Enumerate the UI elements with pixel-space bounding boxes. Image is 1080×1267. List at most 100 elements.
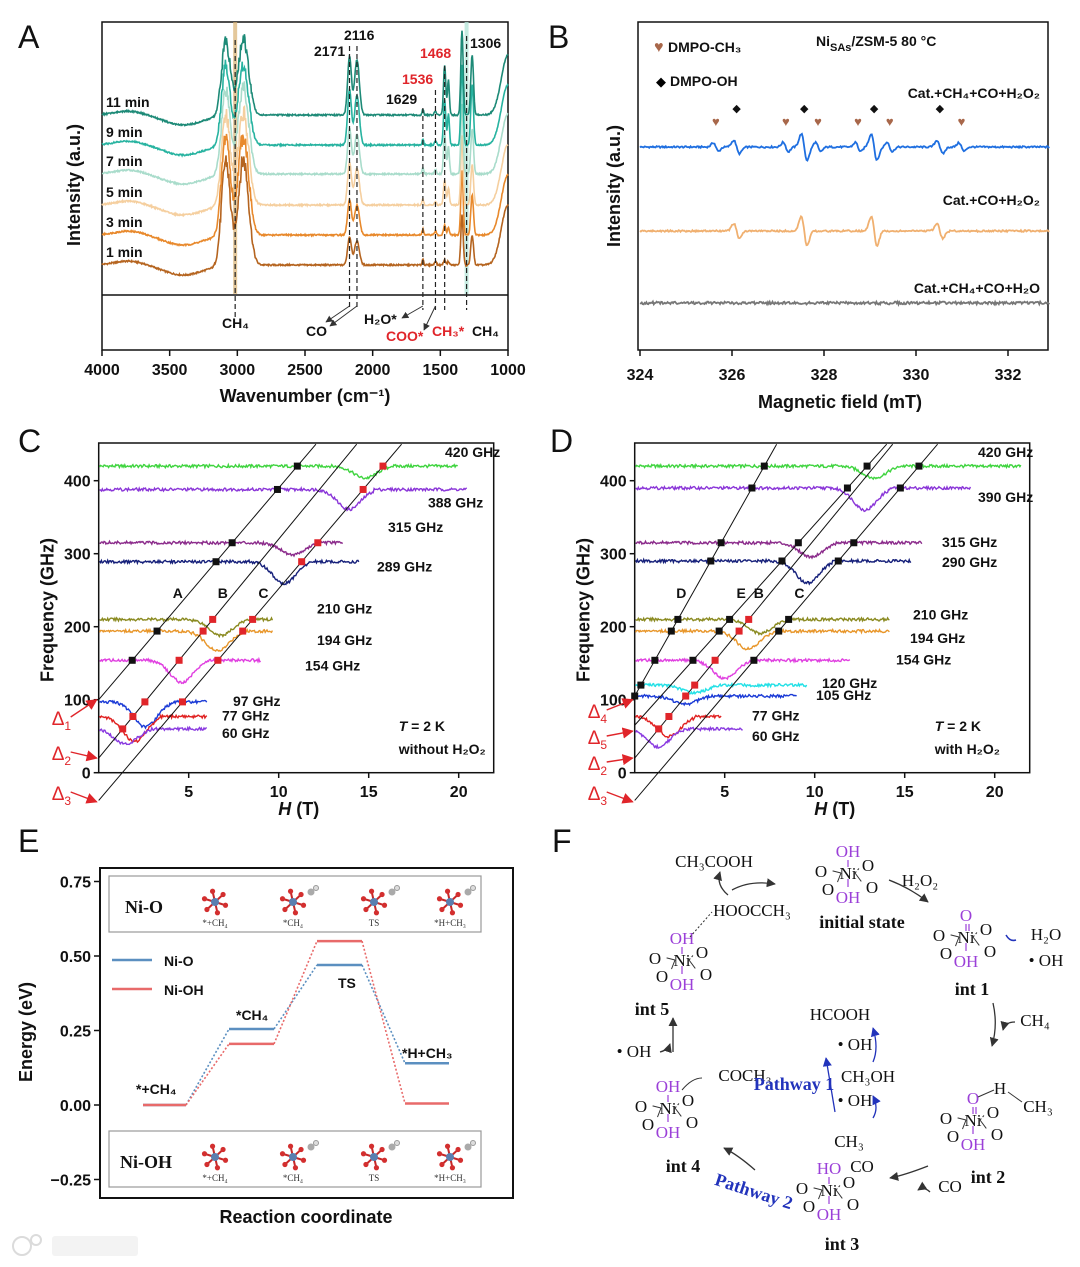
nickel-atom-icon: [370, 898, 378, 906]
oxygen-atom: O: [686, 1113, 698, 1132]
plot-frame: [633, 442, 1031, 774]
resonance-marker: [715, 627, 723, 635]
methane-icon: [388, 1143, 396, 1151]
nickel-atom-icon: [289, 1153, 297, 1161]
series-label: 9 min: [106, 124, 143, 140]
resonance-marker: [682, 692, 690, 700]
spectrum-3-min: [101, 133, 509, 248]
peak-label: 1306: [470, 35, 501, 51]
resonance-marker: [775, 627, 783, 635]
oxygen-atom-icon: [457, 1157, 464, 1163]
x-tick-label: 4000: [84, 362, 120, 379]
x-tick-label: 5: [184, 784, 193, 801]
bond: [674, 1107, 682, 1117]
hfepr-trace: [635, 557, 912, 586]
hfepr-trace: [99, 539, 344, 558]
hfepr-trace: [635, 539, 923, 560]
connector: [273, 940, 318, 1045]
hydrogen-atom-icon: [470, 885, 476, 891]
oxygen-atom: O: [796, 1179, 808, 1198]
nickel-atom: Ni: [965, 1111, 982, 1130]
oxygen-atom-icon: [300, 902, 307, 908]
oxygen-atom-icon: [220, 891, 226, 898]
line-label: B: [218, 585, 228, 601]
heart-icon: ♥: [782, 114, 790, 129]
title-subscript: SAs: [830, 42, 851, 54]
state-label-int4: int 4: [666, 1156, 701, 1176]
trace-label: 290 GHz: [942, 554, 997, 570]
peak-label: 2116: [344, 27, 375, 43]
annotation-temperature: T = 2 K: [935, 718, 981, 734]
oxygen-atom: O: [642, 1115, 654, 1134]
resonance-marker: [175, 656, 183, 664]
bond: [972, 931, 979, 938]
bond: [835, 1184, 842, 1191]
resonance-marker: [843, 484, 851, 492]
delta-symbol: Δ: [52, 744, 65, 765]
hydroxyl-group: OH: [656, 1123, 681, 1142]
bond: [835, 1189, 843, 1199]
resonance-marker: [726, 615, 734, 623]
oxygen-atom: O: [980, 920, 992, 939]
inset-state-label: *CH₄: [283, 1173, 303, 1183]
oxygen-atom-icon: [360, 1151, 367, 1157]
resonance-marker: [359, 485, 367, 493]
resonance-marker: [209, 615, 217, 623]
trace-label: 77 GHz: [222, 707, 269, 723]
oxygen-atom: O: [991, 1125, 1003, 1144]
oxygen-atom-icon: [379, 1146, 385, 1153]
hydrogen-atom-icon: [394, 885, 400, 891]
x-axis-label-rest: (T): [827, 799, 855, 819]
hfepr-trace: [99, 656, 262, 685]
annotation-condition: without H₂O₂: [398, 741, 486, 757]
resonance-marker: [212, 558, 220, 566]
hfepr-trace: [634, 462, 1022, 481]
heart-icon: ♥: [958, 114, 966, 129]
y-axis-label: Intensity (a.u.): [604, 125, 624, 247]
fragment-hoocch3: HOOCCH₃: [713, 901, 791, 920]
oxygen-atom: O: [940, 1109, 952, 1128]
oxygen-atom-icon: [287, 1143, 294, 1149]
delta-label: Δ3: [588, 784, 608, 808]
top-ligand: OH: [670, 929, 695, 948]
delta-label: Δ2: [52, 744, 72, 768]
title-main: Ni: [816, 33, 830, 49]
resonance-marker: [298, 558, 306, 566]
resonance-marker: [249, 615, 257, 623]
series-label: 5 min: [106, 184, 143, 200]
resonance-marker: [214, 656, 222, 664]
trace-label: 289 GHz: [377, 559, 432, 575]
oxygen-atom-icon: [201, 1151, 208, 1157]
oxygen-atom: O: [696, 943, 708, 962]
x-axis-label-italic: H: [278, 799, 292, 819]
oxygen-atom: O: [940, 944, 952, 963]
delta-subscript: 1: [64, 719, 71, 733]
delta-symbol: Δ: [588, 784, 601, 805]
plot-frame: [101, 21, 509, 351]
bond: [854, 867, 861, 874]
oxygen-atom: O: [984, 942, 996, 961]
nickel-atom-icon: [211, 898, 219, 906]
top-ligand: O: [967, 1089, 979, 1108]
hydrogen-atom-icon: [470, 1140, 476, 1146]
y-tick-label: 400: [600, 474, 627, 491]
product-methanol: CH₃OH: [841, 1067, 895, 1086]
bond: [950, 934, 960, 938]
bond: [674, 1102, 681, 1109]
curved-arrow-icon: [870, 1027, 880, 1063]
trace-label: 154 GHz: [305, 657, 360, 673]
y-tick-label: 200: [64, 620, 91, 637]
trace-label: 60 GHz: [222, 725, 269, 741]
trace-label: 194 GHz: [317, 632, 372, 648]
x-tick-label: 326: [719, 367, 746, 384]
x-tick-label: 330: [903, 367, 930, 384]
nickel-atom: Ni: [840, 864, 857, 883]
connector: [361, 940, 406, 1104]
oxygen-atom-icon: [457, 902, 464, 908]
panel-e-energy-profile: Ni-O Ni-OH 0.75 0.50 0.25 0.00 −0.25 *+CH₄ *CH…: [12, 867, 514, 1256]
fragment-ch3: CH₃: [834, 1132, 864, 1151]
y-tick-label: 100: [600, 693, 627, 710]
x-tick-label: 10: [806, 784, 824, 801]
fragment-ch3: CH₃: [1023, 1097, 1053, 1116]
hfepr-trace: [635, 681, 808, 695]
